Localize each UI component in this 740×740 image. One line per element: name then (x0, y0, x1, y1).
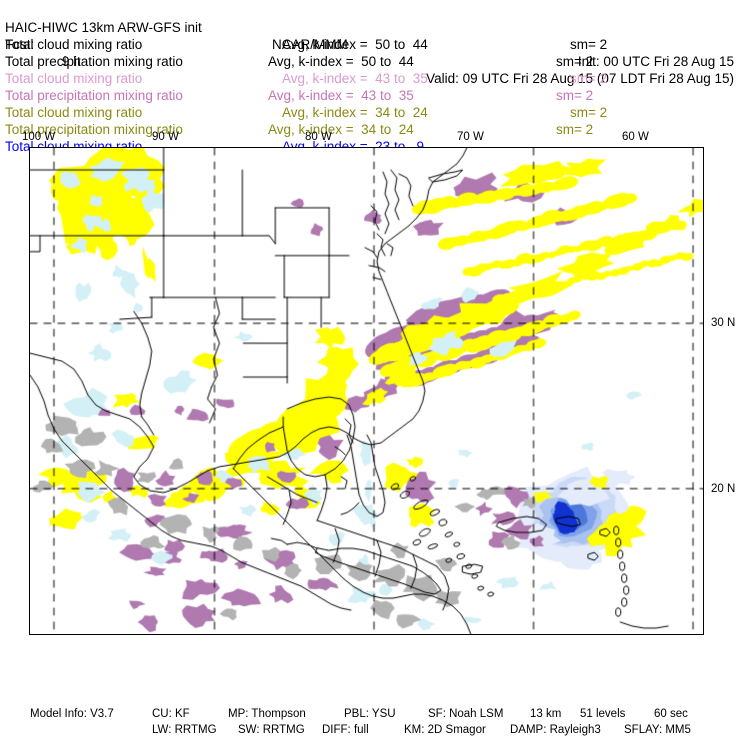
footer-segment: SF: Noah LSM (428, 708, 504, 720)
field-kindex-range: Avg, k-index = 43 to 35 (282, 71, 428, 86)
footer-segment: PBL: YSU (344, 708, 396, 720)
header-line-2: Fcst: 9 h Valid: 09 UTC Fri 28 Aug 15 (0… (0, 19, 740, 86)
field-smoothing: sm= 2 (556, 88, 594, 103)
field-smoothing: sm= 2 (556, 54, 594, 69)
field-smoothing: sm= 2 (556, 122, 594, 137)
field-kindex-range: Avg, k-index = 50 to 44 (282, 37, 428, 52)
field-row: Total precipitation mixing ratio Avg, k-i… (0, 121, 740, 138)
footer-segment: KM: 2D Smagor (404, 724, 486, 736)
footer-segment: 60 sec (654, 708, 688, 720)
field-row: Total cloud mixing ratio Avg, k-index = 5… (0, 36, 740, 53)
field-kindex-range: Avg, k-index = 43 to 35 (268, 88, 414, 103)
field-smoothing: sm= 2 (570, 71, 608, 86)
model-info-footer: Model Info: V3.7 CU: KF MP: Thompson PBL: Y… (0, 706, 740, 740)
footer-segment: 51 levels (580, 708, 626, 720)
field-row: Total cloud mixing ratio Avg, k-index = 4… (0, 70, 740, 87)
field-row: Total cloud mixing ratio Avg, k-index = 3… (0, 104, 740, 121)
valid-time: Valid: 09 UTC Fri 28 Aug 15 (07 LDT Fri … (426, 71, 734, 86)
footer-segment: LW: RRTMG (152, 724, 217, 736)
longitude-label: 70 W (457, 131, 484, 143)
field-kindex-range: Avg, k-index = 34 to 24 (282, 105, 428, 120)
field-smoothing: sm= 2 (570, 37, 608, 52)
longitude-label: 80 W (305, 131, 332, 143)
field-kindex-range: Avg, k-index = 50 to 44 (268, 54, 414, 69)
longitude-label: 100 W (22, 131, 56, 143)
field-kindex-range: Avg, k-index = 34 to 24 (268, 122, 414, 137)
latitude-label: 20 N (711, 483, 736, 495)
model-center: NCAR/MMM (272, 37, 348, 52)
header-line-1: HAIC-HIWC 13km ARW-GFS init NCAR/MMM Ini… (0, 2, 740, 69)
field-smoothing: sm= 2 (570, 105, 608, 120)
field-name: Total precipitation mixing ratio (5, 88, 183, 103)
footer-segment: Model Info: V3.7 (30, 708, 114, 720)
field-name: Total precipitation mixing ratio (5, 122, 183, 137)
fcst-label: Fcst: (5, 37, 35, 52)
field-name: Total precipitation mixing ratio (5, 54, 183, 69)
footer-segment: MP: Thompson (228, 708, 306, 720)
header-text-block: HAIC-HIWC 13km ARW-GFS init NCAR/MMM Ini… (0, 0, 740, 154)
footer-segment: DIFF: full (322, 724, 369, 736)
footer-segment: 13 km (530, 708, 562, 720)
field-name: Total cloud mixing ratio (5, 71, 143, 86)
weather-field-canvas (30, 148, 703, 634)
field-row: Total precipitation mixing ratio Avg, k-i… (0, 87, 740, 104)
map-plot-area (29, 147, 704, 635)
longitude-label: 60 W (622, 131, 649, 143)
init-time: Init: 00 UTC Fri 28 Aug 15 (577, 54, 734, 69)
fcst-value: 9 h (62, 54, 81, 69)
footer-segment: CU: KF (152, 708, 190, 720)
footer-segment: SW: RRTMG (238, 724, 305, 736)
footer-segment: SFLAY: MM5 (624, 724, 691, 736)
latitude-label: 30 N (711, 317, 736, 329)
field-name: Total cloud mixing ratio (5, 105, 143, 120)
field-row: Total precipitation mixing ratio Avg, k-i… (0, 53, 740, 70)
longitude-label: 90 W (152, 131, 179, 143)
model-title: HAIC-HIWC 13km ARW-GFS init (5, 20, 202, 35)
field-name: Total cloud mixing ratio (5, 37, 143, 52)
footer-segment: DAMP: Rayleigh3 (510, 724, 601, 736)
